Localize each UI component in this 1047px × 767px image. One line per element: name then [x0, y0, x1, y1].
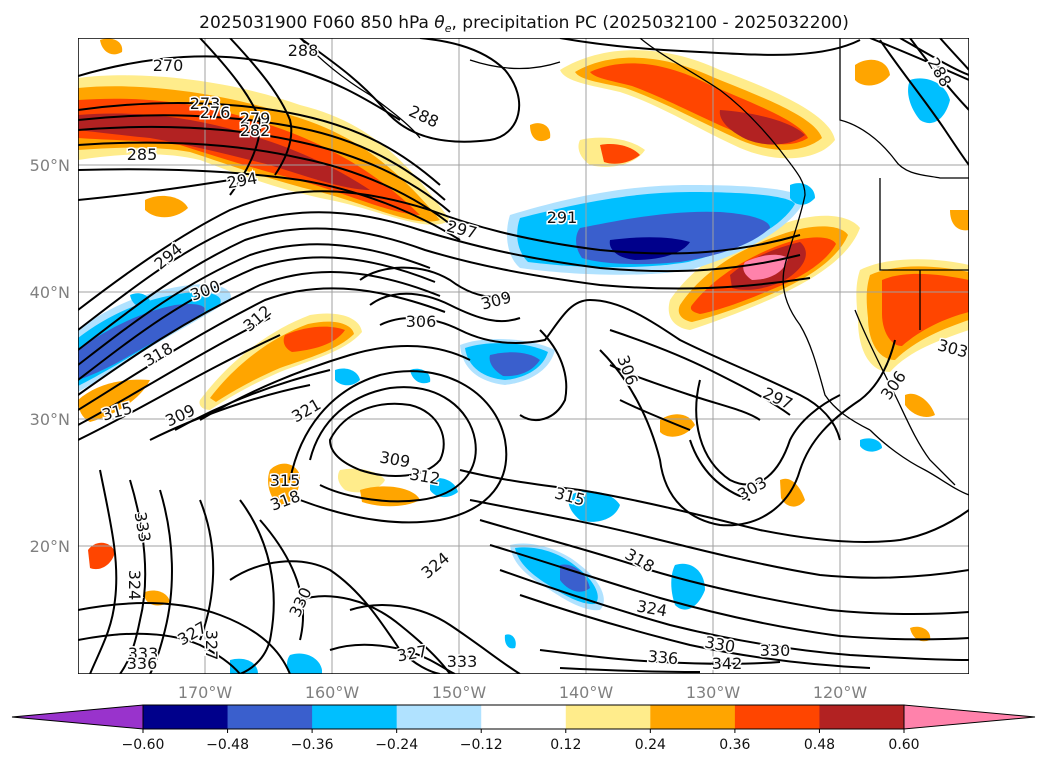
- colorbar-tick-label: 0.60: [888, 737, 919, 753]
- colorbar-tick-label: 0.12: [550, 737, 581, 753]
- colorbar-block: [143, 705, 229, 729]
- contour-label: 282: [240, 121, 271, 140]
- lon-label-150w: 150°W: [432, 683, 487, 702]
- contour-label: 336: [647, 647, 679, 669]
- contour-label: 315: [270, 471, 301, 490]
- lat-label-20n: 20°N: [30, 537, 70, 556]
- map-panel: 2702732762792822852882882882912942942972…: [78, 38, 969, 674]
- colorbar-extend-max: [903, 704, 1036, 730]
- precip-positive-regions: [78, 38, 969, 642]
- contour-label: 342: [712, 654, 743, 673]
- colorbar-tick-label: 0.24: [635, 737, 666, 753]
- contour-label: 327: [202, 630, 221, 661]
- colorbar-block: [734, 705, 820, 729]
- colorbar-block: [396, 705, 482, 729]
- contour-label: 279: [240, 109, 271, 128]
- coastlines: [299, 38, 969, 496]
- contour-label: 285: [127, 145, 158, 164]
- contour-label: 333: [128, 644, 159, 663]
- contour-label: 309: [378, 447, 411, 471]
- lon-label-140w: 140°W: [559, 683, 614, 702]
- graticule: [78, 38, 969, 674]
- theta-e-contours: [78, 38, 969, 674]
- latitude-labels: 50°N 40°N 30°N 20°N: [30, 156, 70, 556]
- figure-title: 2025031900 F060 850 hPa θe, precipitatio…: [199, 13, 849, 35]
- lat-label-40n: 40°N: [30, 283, 70, 302]
- colorbar-tick-label: −0.36: [291, 737, 334, 753]
- contour-label: 270: [153, 56, 184, 75]
- longitude-labels: 170°W 160°W 150°W 140°W 130°W 120°W: [178, 683, 868, 702]
- contour-label: 333: [447, 652, 478, 671]
- colorbar-block: [565, 705, 651, 729]
- contour-label: 291: [547, 208, 578, 227]
- colorbar-block: [227, 705, 313, 729]
- contour-label: 273: [190, 94, 221, 113]
- precip-negative-regions: [78, 78, 950, 674]
- colorbar-block: [819, 705, 905, 729]
- lon-label-130w: 130°W: [686, 683, 741, 702]
- lat-label-30n: 30°N: [30, 410, 70, 429]
- contour-label: 324: [125, 570, 144, 601]
- colorbar-tick-label: −0.48: [206, 737, 249, 753]
- colorbar-block: [650, 705, 736, 729]
- lon-label-170w: 170°W: [178, 683, 233, 702]
- colorbar-block: [312, 705, 398, 729]
- colorbar-tick-label: 0.36: [719, 737, 750, 753]
- contour-label: 330: [760, 641, 791, 660]
- colorbar-block: [481, 705, 567, 729]
- contour-label: 288: [288, 41, 319, 60]
- colorbar-tick-label: 0.48: [804, 737, 835, 753]
- contour-label: 276: [200, 103, 231, 122]
- lon-label-160w: 160°W: [305, 683, 360, 702]
- contour-label: 306: [406, 312, 437, 331]
- lat-label-50n: 50°N: [30, 156, 70, 175]
- colorbar-tick-label: −0.60: [122, 737, 165, 753]
- lon-label-120w: 120°W: [813, 683, 868, 702]
- colorbar-outline: [142, 704, 905, 730]
- colorbar-extend-min: [11, 704, 144, 730]
- colorbar-tick-label: −0.24: [375, 737, 418, 753]
- colorbar: −0.60 −0.48 −0.36 −0.24 −0.12 0.12 0.24 0.36 0.4…: [11, 704, 1036, 753]
- colorbar-tick-label: −0.12: [460, 737, 503, 753]
- contour-label: 336: [127, 654, 158, 673]
- contour-label: 330: [703, 632, 736, 656]
